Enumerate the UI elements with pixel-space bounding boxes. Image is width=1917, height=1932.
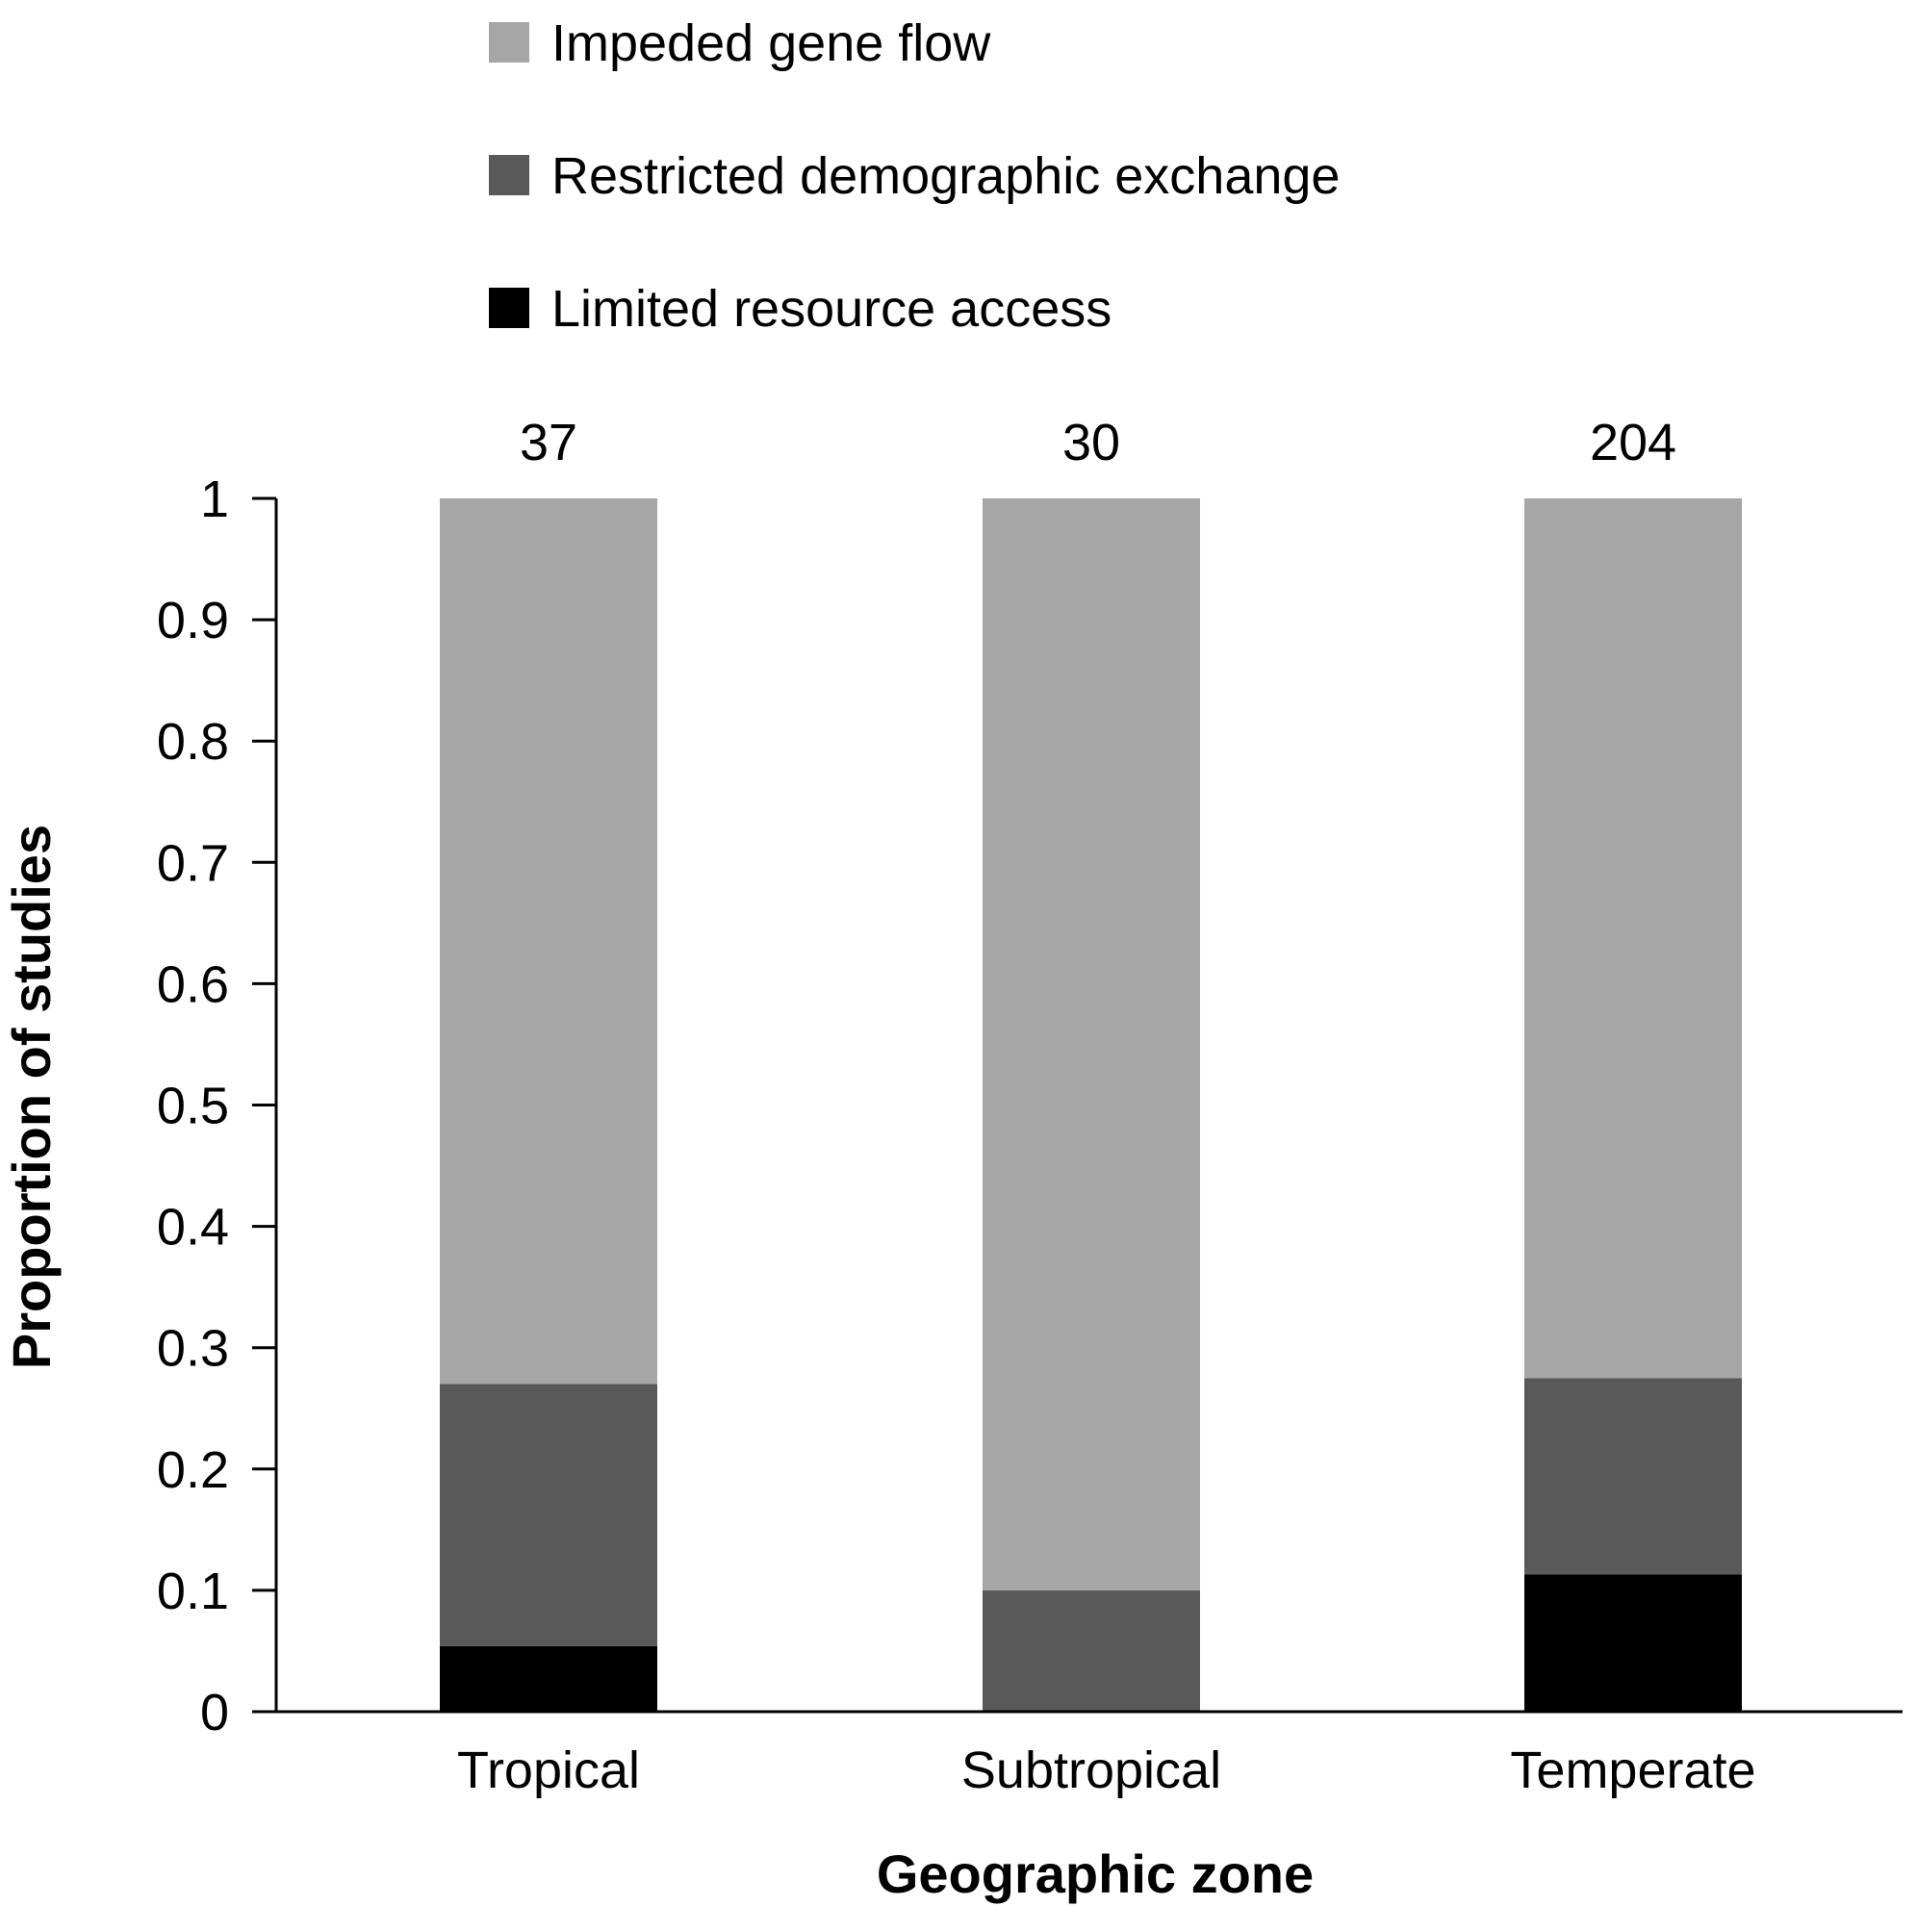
x-tick-label-tropical: Tropical: [457, 1741, 640, 1799]
legend-swatch-restricted-demographic-exchange: [489, 155, 529, 195]
legend-swatch-limited-resource-access: [489, 288, 529, 328]
y-tick-label: 1: [200, 470, 229, 528]
axes: 0 0.1 0.2 0.3 0.4 0.5 0.6 0.7 0.8 0.9 1 Tropical Sub…: [157, 470, 1903, 1799]
y-tick-label: 0.2: [157, 1441, 229, 1499]
y-tick-label: 0.6: [157, 955, 229, 1013]
bar-segment-temperate-restricted-demographic-exchange: [1524, 1378, 1742, 1575]
y-tick-label: 0.3: [157, 1320, 229, 1378]
y-tick-label: 0.1: [157, 1563, 229, 1620]
y-tick-label: 0.9: [157, 592, 229, 649]
bar-segment-temperate-limited-resource-access: [1524, 1574, 1742, 1712]
legend-swatch-impeded-gene-flow: [489, 22, 529, 63]
legend-label-impeded-gene-flow: Impeded gene flow: [551, 14, 991, 72]
x-tick-label-temperate: Temperate: [1510, 1741, 1755, 1799]
bar-segment-temperate-impeded-gene-flow: [1524, 498, 1742, 1379]
bar-segment-tropical-limited-resource-access: [440, 1645, 657, 1712]
sample-size-label-temperate: 204: [1590, 414, 1676, 471]
y-tick-label: 0.8: [157, 713, 229, 771]
sample-size-label-tropical: 37: [520, 414, 577, 471]
sample-size-labels: 37 30 204: [520, 414, 1676, 471]
legend: Impeded gene flow Restricted demographic …: [489, 14, 1340, 338]
y-tick-label: 0.5: [157, 1078, 229, 1135]
bar-segment-tropical-restricted-demographic-exchange: [440, 1384, 657, 1646]
legend-label-limited-resource-access: Limited resource access: [551, 280, 1112, 338]
bar-segment-tropical-impeded-gene-flow: [440, 498, 657, 1385]
x-tick-label-subtropical: Subtropical: [961, 1741, 1221, 1799]
y-tick-label: 0.7: [157, 834, 229, 892]
bar-segment-subtropical-impeded-gene-flow: [983, 498, 1200, 1590]
y-tick-label: 0.4: [157, 1199, 229, 1257]
sample-size-label-subtropical: 30: [1062, 414, 1120, 471]
bar-segment-subtropical-restricted-demographic-exchange: [983, 1589, 1200, 1712]
bars: [440, 498, 1742, 1712]
y-tick-label: 0: [200, 1684, 229, 1741]
legend-label-restricted-demographic-exchange: Restricted demographic exchange: [551, 147, 1340, 205]
x-axis-title: Geographic zone: [877, 1843, 1314, 1904]
y-axis-title: Proportion of studies: [1, 825, 62, 1369]
